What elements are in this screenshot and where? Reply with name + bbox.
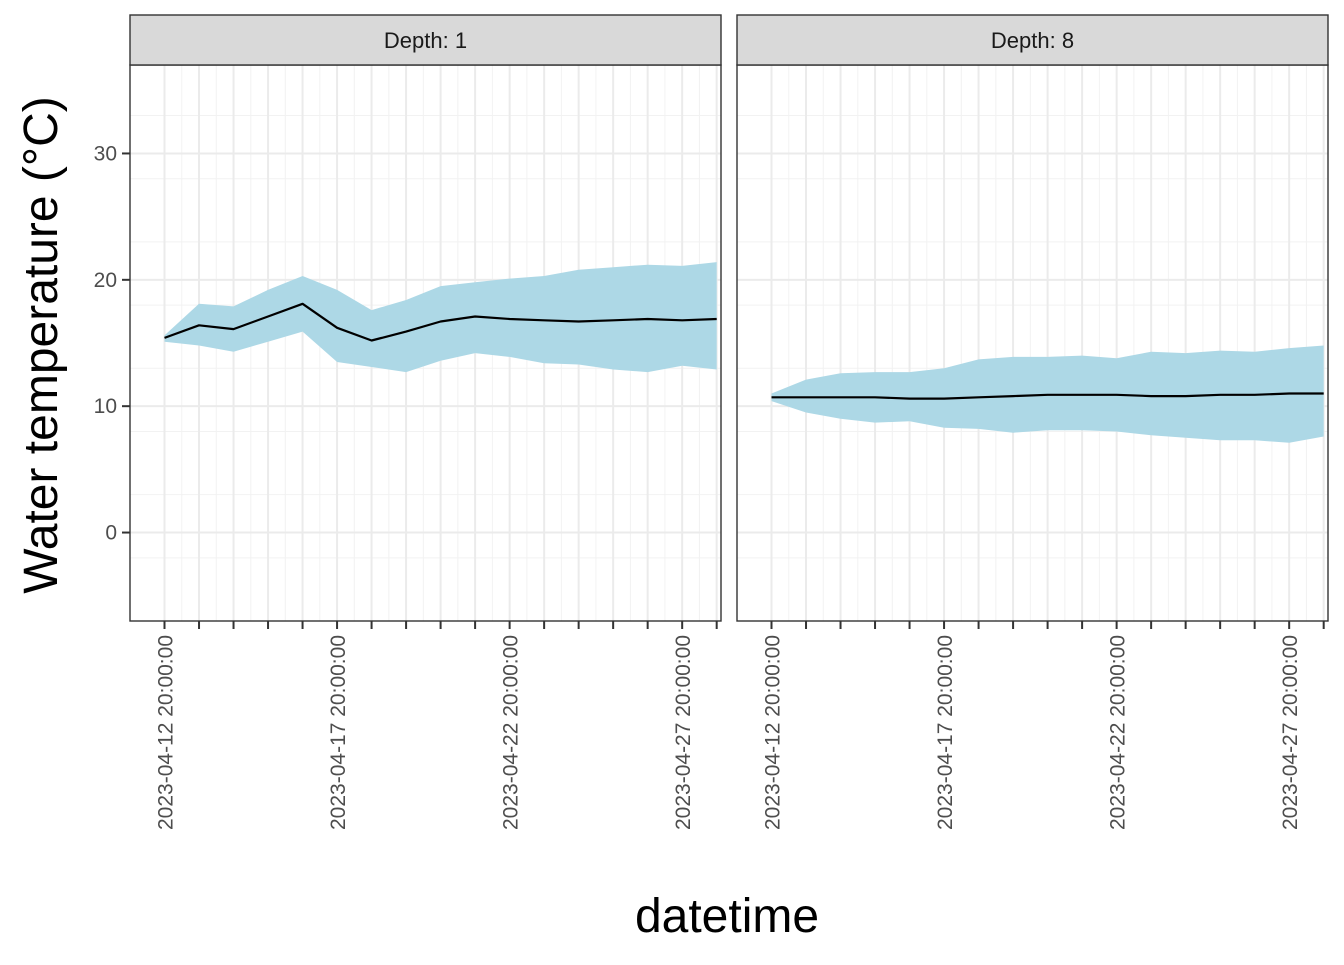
y-tick-label: 20 [94, 269, 117, 292]
panel-background [737, 65, 1328, 621]
strip-label: Depth: 8 [991, 28, 1074, 53]
panel-1: Depth: 1 2023-04-12 20:00:00 2023-04-17 20… [129, 14, 722, 830]
x-tick-label: 2023-04-27 20:00:00 [672, 635, 695, 830]
x-tick-label: 2023-04-17 20:00:00 [934, 635, 957, 830]
y-tick-label: 10 [94, 395, 117, 418]
y-tick-label: 30 [94, 142, 117, 165]
panel-2: Depth: 8 2023-04-12 20:00:00 2023-04-17 20… [736, 14, 1329, 830]
mean-line [164, 302, 717, 342]
x-tick-label: 2023-04-27 20:00:00 [1279, 635, 1302, 830]
x-tick-label: 2023-04-22 20:00:00 [1107, 635, 1130, 830]
y-axis: 0 10 20 30 [94, 142, 130, 545]
x-tick-label: 2023-04-12 20:00:00 [155, 635, 178, 830]
strip-background [129, 14, 722, 66]
x-axis-title: datetime [635, 890, 819, 943]
x-tick-label: 2023-04-22 20:00:00 [500, 635, 523, 830]
x-tick-label: 2023-04-12 20:00:00 [762, 635, 785, 830]
prediction-band [164, 262, 717, 373]
x-tick-label: 2023-04-17 20:00:00 [327, 635, 350, 830]
panels: Depth: 1 2023-04-12 20:00:00 2023-04-17 20… [129, 14, 1329, 830]
y-tick-label: 0 [105, 522, 117, 545]
strip-background [736, 14, 1329, 66]
mean-line [771, 392, 1324, 400]
strip-label: Depth: 1 [384, 28, 467, 53]
y-axis-title: Water temperature (°C) [15, 96, 68, 594]
